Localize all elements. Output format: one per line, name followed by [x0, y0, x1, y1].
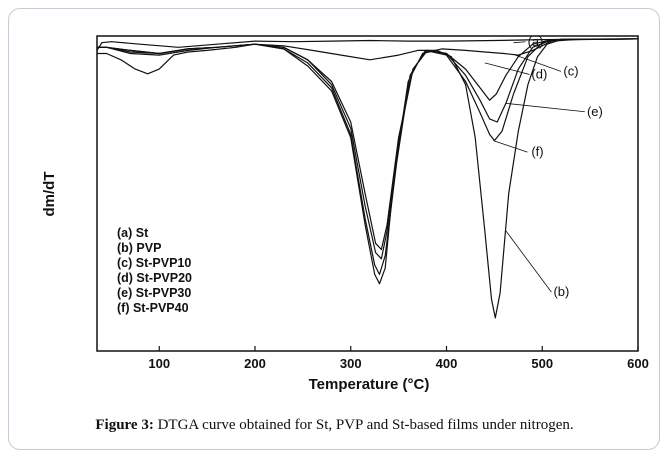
figure-caption: Figure 3: DTGA curve obtained for St, PV… [0, 417, 669, 434]
curve-label-2: (c) [563, 63, 578, 78]
plot-area [96, 35, 639, 352]
legend-entry-3: (d) St-PVP20 [117, 271, 192, 285]
x-tick-label-5: 600 [627, 356, 649, 371]
legend-entry-2: (c) St-PVP10 [117, 256, 191, 270]
caption-label: Figure 3: [95, 417, 154, 433]
curve-label-leader-5 [493, 140, 528, 153]
curves-group [96, 38, 639, 319]
legend-entry-1: (b) PVP [117, 241, 161, 255]
curve-labels: (a) (b) (c) (d) (e) (f) [484, 34, 603, 299]
series-line-5 [97, 38, 639, 275]
curve-label-5: (f) [531, 144, 543, 159]
legend: (a) St(b) PVP(c) St-PVP10(d) St-PVP20(e)… [117, 226, 192, 315]
series-line-0 [96, 38, 639, 51]
y-axis-title: dm/dT [41, 172, 58, 217]
curve-label-leader-2 [515, 54, 562, 72]
curve-label-leader-1 [505, 230, 552, 293]
x-axis-title: Temperature (°C) [309, 376, 430, 393]
x-tick-label-0: 100 [148, 356, 170, 371]
curve-label-1: (b) [553, 284, 569, 299]
legend-entry-0: (a) St [117, 226, 149, 240]
x-tick-label-2: 300 [340, 356, 362, 371]
series-line-2 [97, 38, 639, 285]
legend-entry-4: (e) St-PVP30 [117, 286, 191, 300]
curve-label-3: (d) [531, 66, 547, 81]
curve-label-leader-4 [505, 102, 585, 113]
x-tick-label-1: 200 [244, 356, 266, 371]
curve-label-4: (e) [587, 104, 603, 119]
curve-label-0: (a) [528, 34, 544, 49]
caption-text: DTGA curve obtained for St, PVP and St-b… [157, 417, 574, 433]
curve-label-leader-3 [484, 62, 530, 75]
curve-label-leader-0 [513, 41, 526, 44]
x-tick-label-3: 400 [436, 356, 458, 371]
x-axis-ticks: 100 200 300 400 500 600 [148, 346, 649, 371]
legend-entry-5: (f) St-PVP40 [117, 301, 189, 315]
series-line-1 [97, 38, 639, 319]
x-tick-label-4: 500 [531, 356, 553, 371]
